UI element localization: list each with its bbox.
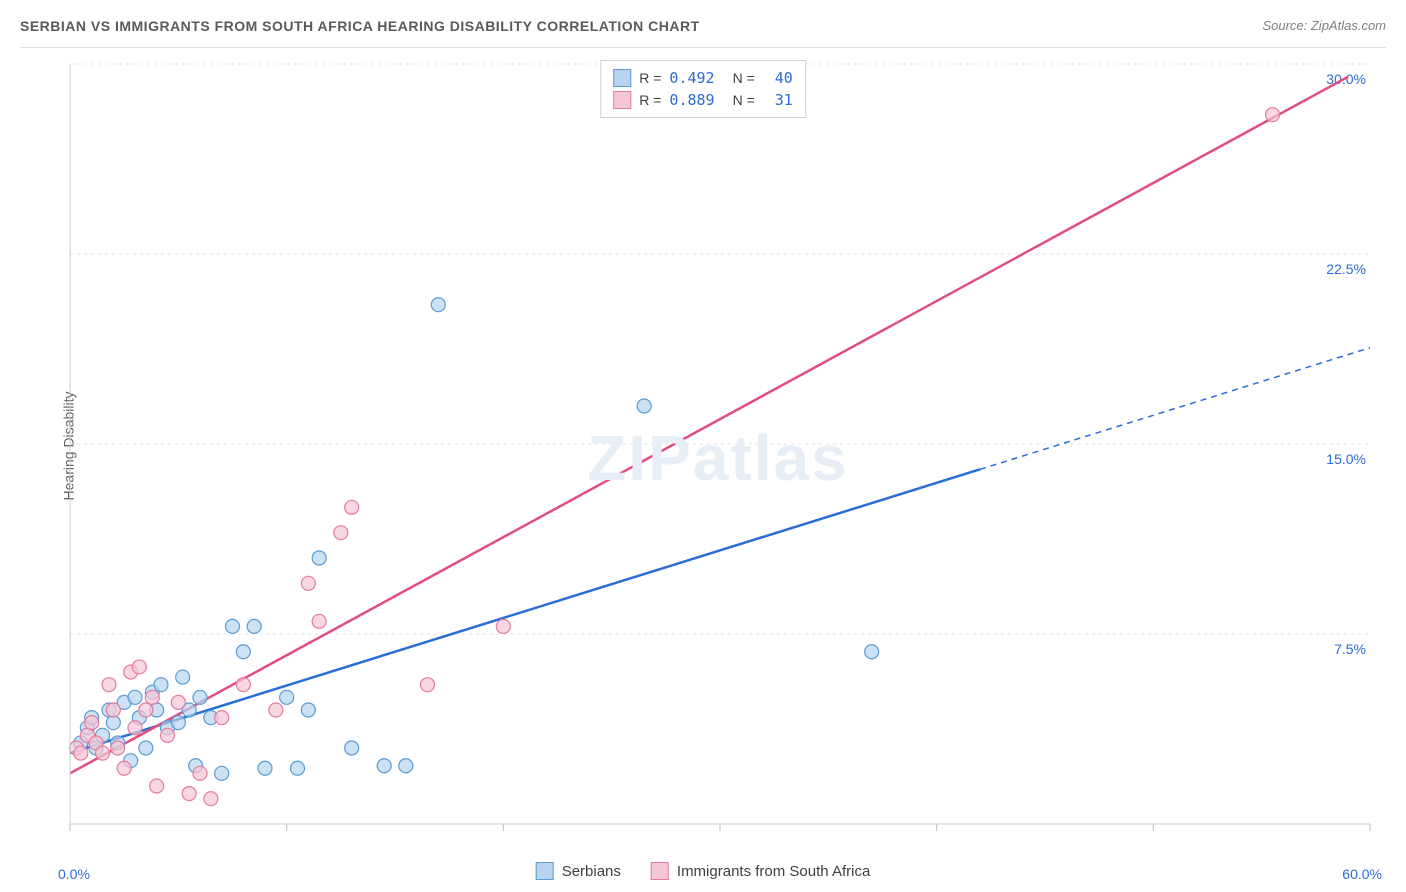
x-axis-max-label: 60.0% [1342,866,1382,882]
legend-n-value-1: 31 [763,91,793,109]
correlation-legend: R = 0.492 N = 40 R = 0.889 N = 31 [600,60,806,118]
svg-text:22.5%: 22.5% [1326,261,1366,277]
legend-n-value-0: 40 [763,69,793,87]
legend-label-0: Serbians [562,863,621,880]
scatter-chart-svg: 7.5%15.0%22.5%30.0% [50,54,1386,862]
legend-n-label: N = [733,92,755,108]
chart-source: Source: ZipAtlas.com [1262,18,1386,33]
svg-text:7.5%: 7.5% [1334,641,1366,657]
legend-swatch-series-0 [613,69,631,87]
legend-row-series-0: R = 0.492 N = 40 [613,67,793,89]
x-axis-origin-label: 0.0% [58,866,90,882]
legend-swatch-series-1 [613,91,631,109]
legend-r-value-0: 0.492 [669,69,714,87]
legend-label-1: Immigrants from South Africa [677,863,870,880]
legend-row-series-1: R = 0.889 N = 31 [613,89,793,111]
chart-title: SERBIAN VS IMMIGRANTS FROM SOUTH AFRICA … [20,18,700,34]
legend-r-label: R = [639,70,661,86]
legend-item-1: Immigrants from South Africa [651,862,870,880]
chart-header: SERBIAN VS IMMIGRANTS FROM SOUTH AFRICA … [20,18,1386,48]
chart-container: SERBIAN VS IMMIGRANTS FROM SOUTH AFRICA … [0,0,1406,892]
series-legend: Serbians Immigrants from South Africa [536,862,871,880]
legend-swatch-0 [536,862,554,880]
legend-swatch-1 [651,862,669,880]
legend-n-label: N = [733,70,755,86]
legend-r-label: R = [639,92,661,108]
chart-plot-area: ZIPatlas 7.5%15.0%22.5%30.0% [50,54,1386,862]
svg-text:15.0%: 15.0% [1326,451,1366,467]
legend-item-0: Serbians [536,862,621,880]
legend-r-value-1: 0.889 [669,91,714,109]
